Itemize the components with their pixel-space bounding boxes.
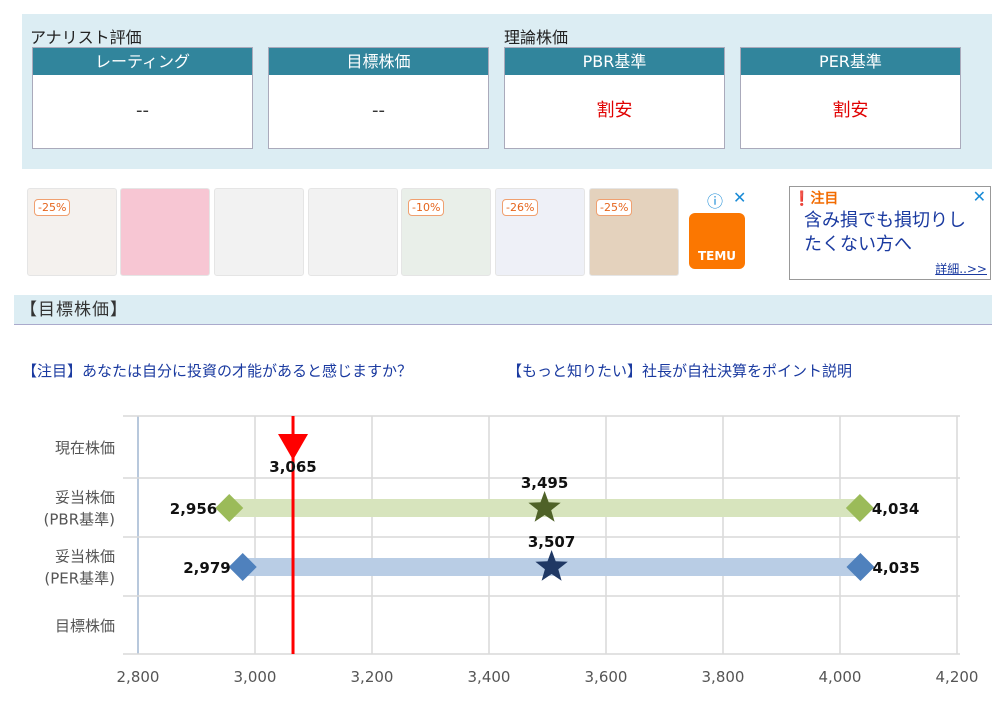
low-marker bbox=[228, 553, 257, 581]
high-label: 4,035 bbox=[872, 559, 919, 577]
mid-star-marker bbox=[528, 491, 561, 522]
discount-badge: -25% bbox=[596, 199, 633, 216]
high-marker bbox=[845, 494, 874, 522]
card-header: PBR基準 bbox=[505, 48, 724, 75]
x-tick-label: 2,800 bbox=[117, 668, 160, 686]
ad-product[interactable]: -10% bbox=[401, 188, 491, 276]
x-tick-label: 3,400 bbox=[468, 668, 511, 686]
ad-product[interactable] bbox=[214, 188, 304, 276]
pbr-card: PBR基準割安 bbox=[504, 47, 725, 149]
mid-label: 3,495 bbox=[521, 474, 568, 492]
x-tick-label: 4,200 bbox=[936, 668, 979, 686]
ad-product[interactable] bbox=[308, 188, 398, 276]
card-value: 割安 bbox=[832, 100, 869, 121]
x-tick-label: 4,000 bbox=[819, 668, 862, 686]
high-label: 4,034 bbox=[872, 500, 919, 518]
theory-label: 理論株価 bbox=[504, 28, 569, 47]
y-category-label: (PBR基準) bbox=[44, 511, 115, 529]
x-tick-label: 3,800 bbox=[702, 668, 745, 686]
card-value: -- bbox=[372, 100, 385, 121]
current-price-label: 3,065 bbox=[269, 458, 316, 476]
card-value: 割安 bbox=[596, 100, 633, 121]
low-label: 2,956 bbox=[170, 500, 217, 518]
evaluation-panel: アナリスト評価 理論株価 レーティング -- 目標株価 -- PBR基準割安 PER… bbox=[22, 14, 992, 169]
card-header: 目標株価 bbox=[269, 48, 488, 75]
analyst-label: アナリスト評価 bbox=[30, 28, 142, 47]
temu-logo[interactable]: TEMU bbox=[689, 213, 745, 269]
y-category-label: (PER基準) bbox=[44, 570, 115, 588]
card-header: レーティング bbox=[33, 48, 252, 75]
high-marker bbox=[846, 553, 875, 581]
ad-product[interactable]: -26% bbox=[495, 188, 585, 276]
low-label: 2,979 bbox=[183, 559, 230, 577]
y-category-label: 妥当株価 bbox=[55, 489, 115, 507]
banner-text: 含み損でも損切りしたくない方へ bbox=[804, 210, 966, 255]
target-price-chart: 2,800 3,000 3,200 3,400 3,600 3,800 4,000 4,200… bbox=[44, 415, 979, 686]
y-category-label: 妥当株価 bbox=[55, 548, 115, 566]
info-icon[interactable]: ⓘ bbox=[707, 192, 724, 211]
y-category-label: 目標株価 bbox=[55, 617, 115, 635]
per-card: PER基準割安 bbox=[740, 47, 961, 149]
rating-card: レーティング -- bbox=[32, 47, 253, 149]
ad-product[interactable] bbox=[120, 188, 210, 276]
mid-label: 3,507 bbox=[528, 533, 575, 551]
section-title: 【目標株価】 bbox=[14, 295, 992, 325]
banner-detail-link[interactable]: 詳細..>> bbox=[935, 262, 987, 276]
banner-title-text: 注目 bbox=[810, 191, 839, 207]
close-icon[interactable]: ✕ bbox=[972, 187, 986, 206]
current-price-marker bbox=[278, 434, 309, 460]
discount-badge: -10% bbox=[408, 199, 445, 216]
discount-badge: -25% bbox=[34, 199, 71, 216]
x-tick-label: 3,600 bbox=[585, 668, 628, 686]
low-marker bbox=[215, 494, 244, 522]
promo-link[interactable]: 【注目】あなたは自分に投資の才能があると感じますか？ bbox=[22, 362, 413, 380]
mid-star-marker bbox=[535, 550, 568, 581]
card-header: PER基準 bbox=[741, 48, 960, 75]
target-price-card: 目標株価 -- bbox=[268, 47, 489, 149]
card-value: -- bbox=[136, 100, 149, 121]
x-tick-label: 3,200 bbox=[351, 668, 394, 686]
banner-title: ❗注目 bbox=[793, 191, 839, 207]
discount-badge: -26% bbox=[502, 199, 539, 216]
ad-product[interactable]: -25% bbox=[27, 188, 117, 276]
promo-link[interactable]: 【もっと知りたい】社長が自社決算をポイント説明 bbox=[507, 362, 853, 380]
ad-banner[interactable]: ❗注目 ✕ 含み損でも損切りしたくない方へ 詳細..>> bbox=[789, 186, 991, 280]
x-tick-label: 3,000 bbox=[234, 668, 277, 686]
y-category-label: 現在株価 bbox=[55, 439, 115, 457]
close-icon[interactable]: ✕ bbox=[733, 188, 747, 207]
ad-product[interactable]: -25% bbox=[589, 188, 679, 276]
